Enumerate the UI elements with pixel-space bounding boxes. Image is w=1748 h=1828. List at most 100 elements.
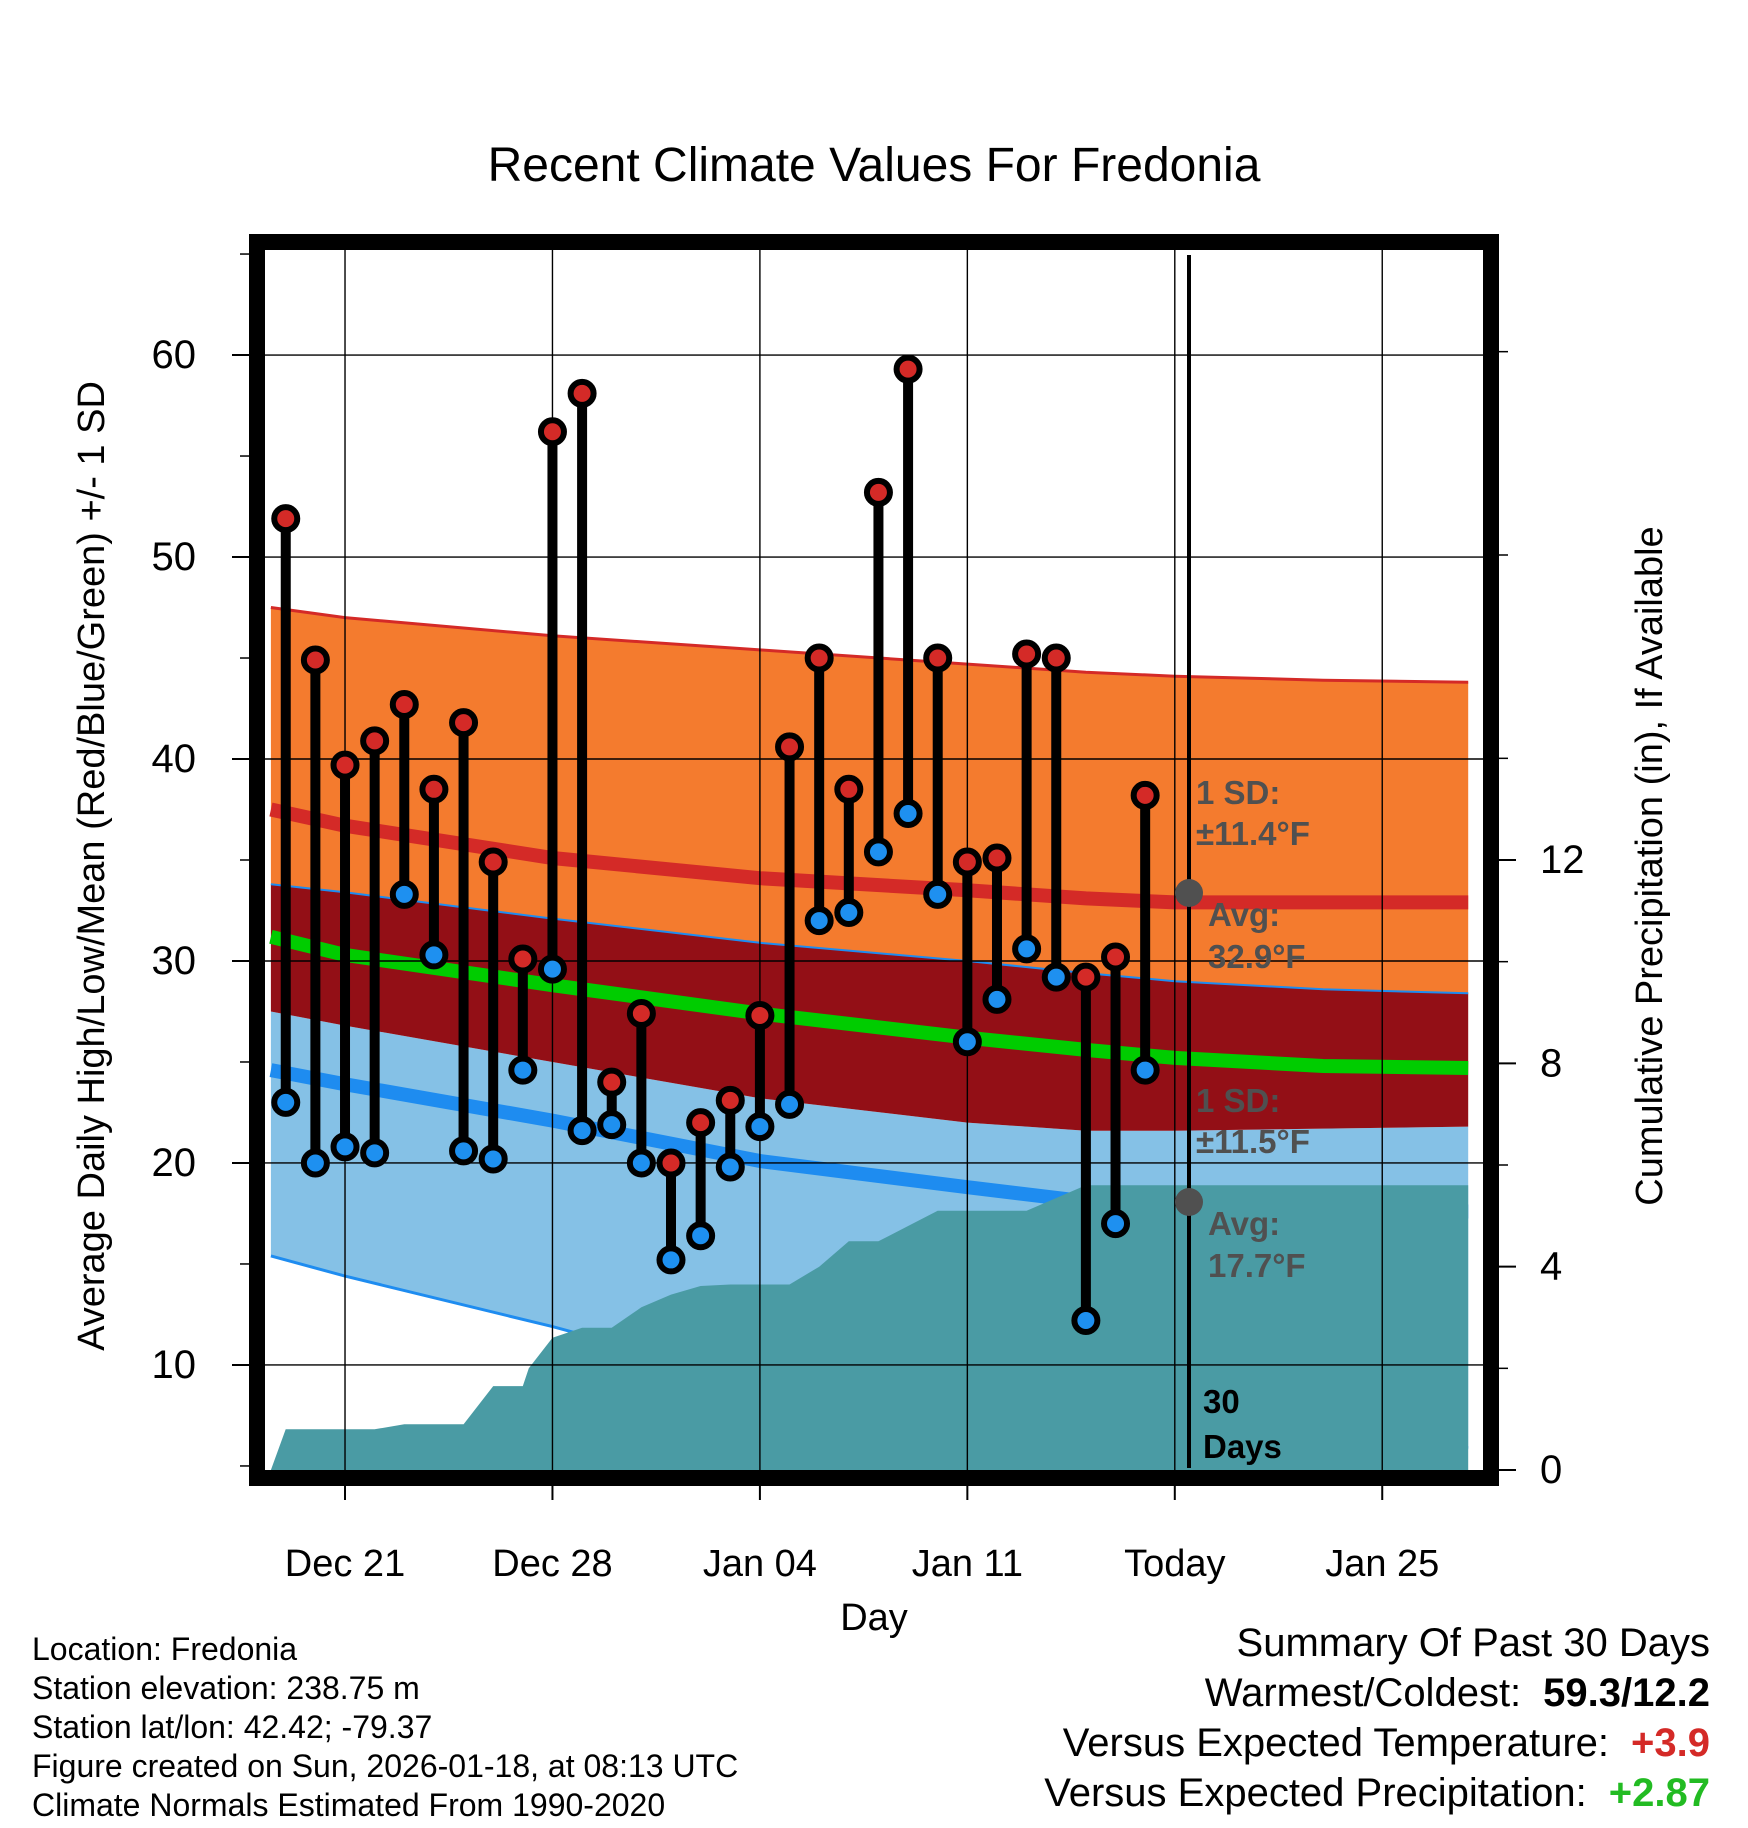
daily-low-point	[1041, 962, 1071, 992]
daily-high-point	[300, 645, 330, 675]
daily-low-point	[923, 879, 953, 909]
plot-area	[265, 250, 1483, 1470]
x-tick-label: Jan 11	[912, 1543, 1023, 1585]
normals-text: Climate Normals Estimated From 1990-2020	[32, 1787, 666, 1823]
daily-low-point	[982, 984, 1012, 1014]
daily-high-point	[686, 1108, 716, 1138]
daily-low-point	[626, 1148, 656, 1178]
daily-high-point	[982, 843, 1012, 873]
period-unit: Days	[1203, 1428, 1282, 1465]
daily-low-point	[863, 837, 893, 867]
daily-low-point	[597, 1110, 627, 1140]
warmest-value: 59.3/12.2	[1543, 1671, 1710, 1715]
x-axis-label: Day	[840, 1597, 908, 1639]
daily-high-point	[745, 1001, 775, 1031]
x-tick-label: Dec 28	[492, 1543, 612, 1585]
daily-high-point	[893, 354, 923, 384]
daily-high-point	[1012, 639, 1042, 669]
plot-frame	[249, 234, 1499, 1486]
daily-bars	[271, 354, 1160, 1336]
daily-low-point	[1101, 1209, 1131, 1239]
daily-low-point	[952, 1027, 982, 1057]
high-avg-value: 32.9°F	[1208, 938, 1306, 975]
daily-low-point	[389, 879, 419, 909]
daily-high-point	[923, 643, 953, 673]
daily-low-point	[893, 799, 923, 829]
low-avg-label: Avg:	[1208, 1205, 1280, 1242]
latlon-text: Station lat/lon: 42.42; -79.37	[32, 1709, 433, 1745]
precip-anomaly-label: Versus Expected Precipitation:	[1044, 1771, 1587, 1815]
daily-high-point	[626, 999, 656, 1029]
daily-high-point	[715, 1085, 745, 1115]
summary-title: Summary Of Past 30 Days	[1236, 1621, 1710, 1665]
axes: Dec 21 Dec 28 Jan 04 Jan 11 Today Jan 25 10 20 3…	[152, 253, 1585, 1585]
daily-high-point	[952, 847, 982, 877]
temp-anomaly-value: +3.9	[1631, 1721, 1710, 1765]
y-tick-label-left: 40	[152, 737, 197, 781]
daily-low-point	[715, 1152, 745, 1182]
daily-high-point	[804, 643, 834, 673]
daily-high-point	[360, 726, 390, 756]
daily-low-point	[537, 954, 567, 984]
y-tick-label-right: 12	[1540, 838, 1585, 882]
y-tick-label-left: 60	[152, 333, 197, 377]
created-text: Figure created on Sun, 2026-01-18, at 08…	[32, 1748, 739, 1784]
daily-high-point	[567, 378, 597, 408]
daily-high-point	[449, 708, 479, 738]
daily-low-point	[745, 1112, 775, 1142]
y-tick-label-right: 4	[1540, 1245, 1562, 1289]
daily-high-point	[330, 750, 360, 780]
high-sd-label: 1 SD:	[1196, 774, 1280, 811]
chart-title: Recent Climate Values For Fredonia	[488, 139, 1261, 192]
daily-high-point	[478, 847, 508, 877]
daily-low-point	[300, 1148, 330, 1178]
daily-high-point	[656, 1148, 686, 1178]
daily-high-point	[1071, 962, 1101, 992]
low-avg-marker	[1175, 1188, 1203, 1216]
daily-high-point	[389, 689, 419, 719]
daily-low-point	[834, 898, 864, 928]
daily-low-point	[1012, 934, 1042, 964]
x-tick-label: Today	[1124, 1543, 1225, 1585]
daily-low-point	[508, 1055, 538, 1085]
daily-low-point	[419, 940, 449, 970]
daily-low-point	[804, 906, 834, 936]
daily-high-point	[834, 774, 864, 804]
y-tick-label-left: 50	[152, 535, 197, 579]
daily-high-point	[537, 417, 567, 447]
y-tick-label-right: 0	[1540, 1448, 1562, 1492]
high-avg-marker	[1175, 879, 1203, 907]
precip-anomaly-value: +2.87	[1608, 1771, 1710, 1815]
y-tick-label-left: 20	[152, 1141, 197, 1185]
warmest-label: Warmest/Coldest:	[1204, 1671, 1522, 1715]
high-avg-label: Avg:	[1208, 896, 1280, 933]
daily-high-point	[1130, 780, 1160, 810]
temp-anomaly-label: Versus Expected Temperature:	[1062, 1721, 1610, 1765]
annotations: 1 SD: ±11.4°F Avg: 32.9°F 1 SD: ±11.5°F …	[1175, 774, 1310, 1465]
daily-high-point	[775, 732, 805, 762]
daily-low-point	[567, 1116, 597, 1146]
station-info: Location: Fredonia Station elevation: 23…	[32, 1630, 738, 1825]
low-avg-value: 17.7°F	[1208, 1247, 1306, 1284]
x-tick-label: Jan 25	[1325, 1543, 1439, 1585]
daily-low-point	[449, 1136, 479, 1166]
y-axis-label-left: Average Daily High/Low/Mean (Red/Blue/Gr…	[71, 381, 113, 1351]
daily-high-point	[597, 1067, 627, 1097]
daily-low-point	[1130, 1055, 1160, 1085]
low-sd-value: ±11.5°F	[1196, 1123, 1310, 1160]
daily-low-point	[775, 1089, 805, 1119]
daily-high-point	[508, 944, 538, 974]
precipitation-area	[270, 1185, 1469, 1470]
warmest-coldest-row: Warmest/Coldest: 59.3/12.2	[1044, 1668, 1710, 1718]
daily-high-point	[1041, 643, 1071, 673]
daily-low-point	[1071, 1306, 1101, 1336]
y-tick-label-right: 8	[1540, 1041, 1562, 1085]
daily-low-point	[271, 1087, 301, 1117]
daily-low-point	[330, 1132, 360, 1162]
low-sd-label: 1 SD:	[1196, 1082, 1280, 1119]
y-axis-label-right: Cumulative Precipitation (in), If Availa…	[1629, 526, 1671, 1205]
daily-low-point	[686, 1221, 716, 1251]
daily-high-point	[419, 774, 449, 804]
elevation-text: Station elevation: 238.75 m	[32, 1670, 420, 1706]
location-text: Location: Fredonia	[32, 1631, 298, 1667]
